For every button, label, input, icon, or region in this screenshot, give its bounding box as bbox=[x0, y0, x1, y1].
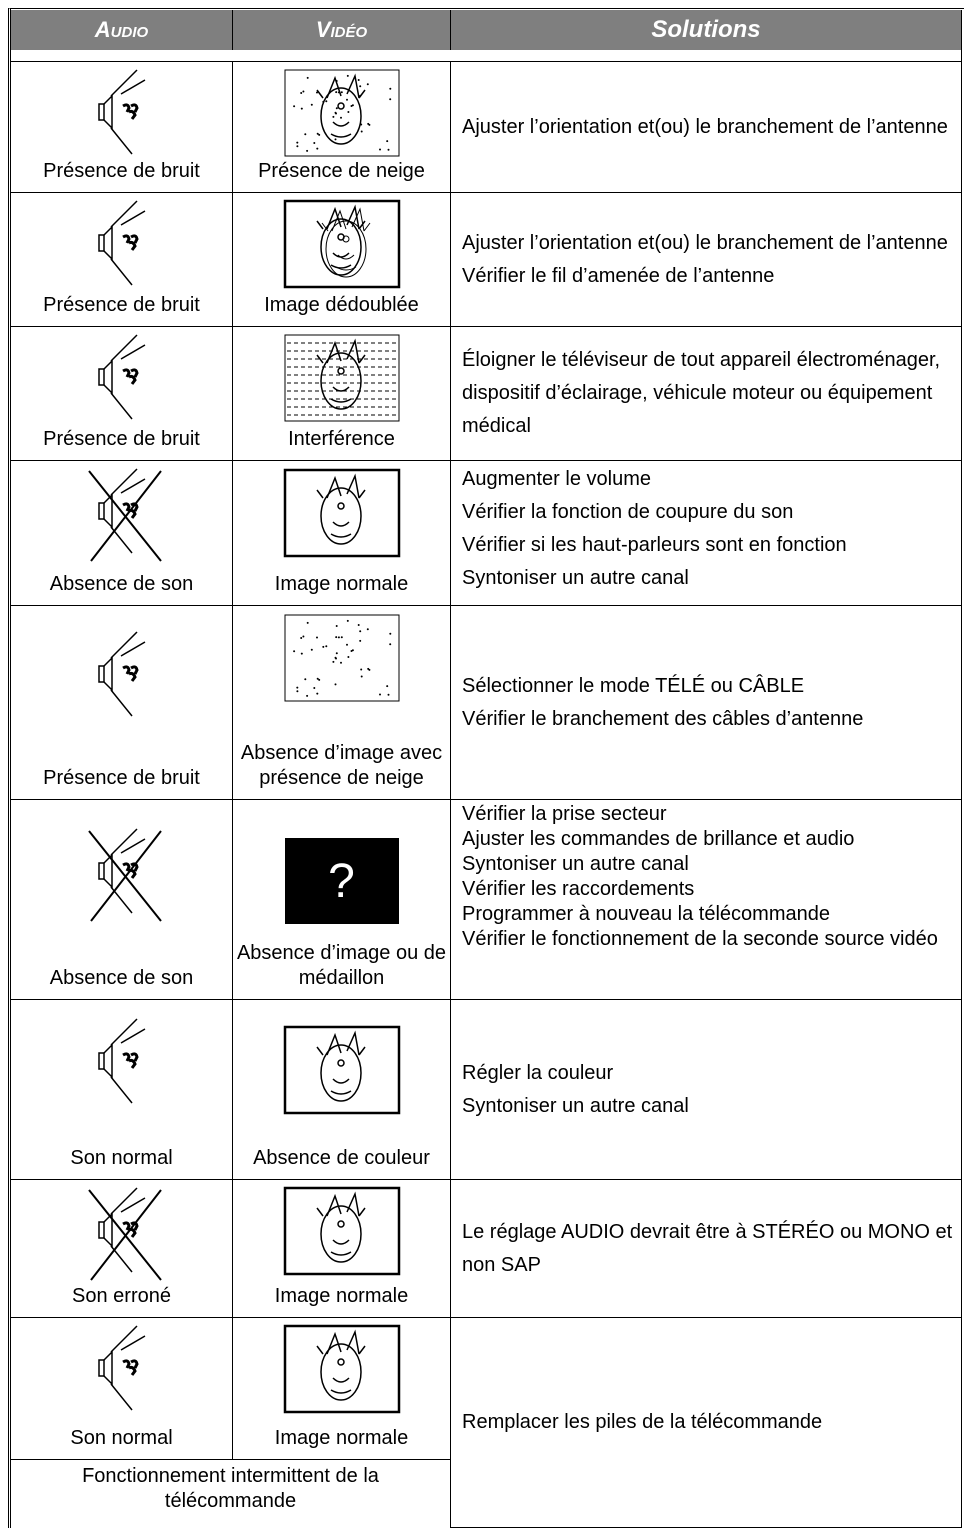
tv-icon bbox=[283, 333, 401, 428]
audio-cell: Son normal bbox=[11, 1000, 233, 1180]
audio-cell: Absence de son bbox=[11, 800, 233, 1000]
solution-text: Ajuster l’orientation et(ou) le branchem… bbox=[462, 115, 948, 138]
speaker-icon bbox=[77, 628, 167, 733]
audio-cell: Présence de bruit bbox=[11, 62, 233, 193]
audio-cell: Présence de bruit bbox=[11, 327, 233, 461]
solution-text: Augmenter le volume bbox=[462, 468, 651, 490]
video-cell: Absence de couleur bbox=[233, 1000, 451, 1180]
table-frame bbox=[8, 8, 964, 1528]
video-label: Absence d’image avec présence de neige bbox=[240, 742, 443, 789]
video-cell: Image normale bbox=[233, 1180, 451, 1318]
solution-text: Syntoniser un autre canal bbox=[462, 853, 689, 875]
speaker-icon bbox=[77, 1322, 167, 1427]
solution-text: Vérifier la prise secteur bbox=[462, 803, 667, 825]
video-cell: Image dédoublée bbox=[233, 193, 451, 327]
solutions-cell: Ajuster l’orientation et(ou) le branchem… bbox=[451, 193, 962, 327]
audio-label: Présence de bruit bbox=[43, 294, 200, 316]
solution-text: Vérifier le fonctionnement de la seconde… bbox=[462, 928, 938, 950]
audio-cell: Absence de son bbox=[11, 461, 233, 606]
video-label: Image normale bbox=[274, 1285, 409, 1307]
audio-label: Son normal bbox=[70, 1427, 173, 1449]
audio-label: Son normal bbox=[70, 1147, 173, 1169]
solution-text: Le réglage AUDIO devrait être à STÉRÉO o… bbox=[462, 1220, 953, 1276]
solutions-cell: Éloigner le téléviseur de tout appareil … bbox=[451, 327, 962, 461]
solution-text: Syntoniser un autre canal bbox=[462, 567, 689, 589]
tv-icon bbox=[283, 468, 401, 563]
tv-icon bbox=[283, 68, 401, 163]
solutions-cell: Sélectionner le mode TÉLÉ ou CÂBLE Vérifi… bbox=[451, 606, 962, 800]
video-label: Présence de neige bbox=[258, 160, 425, 182]
solution-text: Vérifier la fonction de coupure du son bbox=[462, 501, 794, 523]
audio-label: Présence de bruit bbox=[43, 160, 200, 182]
speaker-icon bbox=[77, 465, 167, 570]
audio-cell: Son erroné bbox=[11, 1180, 233, 1318]
footnote: Fonctionnement intermittent de la téléco… bbox=[11, 1460, 451, 1528]
solution-text: Syntoniser un autre canal bbox=[462, 1094, 689, 1117]
video-cell: Image normale bbox=[233, 461, 451, 606]
audio-label: Présence de bruit bbox=[43, 428, 200, 450]
header-video: Vidéo bbox=[233, 10, 451, 50]
speaker-icon bbox=[77, 66, 167, 171]
video-label: Absence de couleur bbox=[253, 1147, 430, 1169]
speaker-icon bbox=[77, 331, 167, 436]
video-label: Absence d’image ou de médaillon bbox=[236, 942, 447, 989]
solutions-cell: Régler la couleur Syntoniser un autre can… bbox=[451, 1000, 962, 1180]
solution-text: Vérifier les raccordements bbox=[462, 878, 695, 900]
header-audio: Audio bbox=[11, 10, 233, 50]
solution-text: Vérifier le branchement des câbles d’ant… bbox=[462, 707, 864, 730]
speaker-icon bbox=[77, 825, 167, 930]
audio-label: Absence de son bbox=[49, 967, 194, 989]
video-label: Interférence bbox=[288, 428, 395, 450]
tv-icon bbox=[283, 1324, 401, 1419]
solutions-cell: Le réglage AUDIO devrait être à STÉRÉO o… bbox=[451, 1180, 962, 1318]
audio-label: Son erroné bbox=[72, 1285, 171, 1307]
tv-icon bbox=[283, 199, 401, 294]
tv-icon bbox=[283, 1025, 401, 1120]
solutions-cell: Remplacer les piles de la télécommande bbox=[451, 1318, 962, 1528]
solution-text: Ajuster l’orientation et(ou) le branchem… bbox=[462, 231, 948, 254]
video-cell: Absence d’image avec présence de neige bbox=[233, 606, 451, 800]
video-cell: Interférence bbox=[233, 327, 451, 461]
header-solutions: Solutions bbox=[451, 10, 962, 50]
solution-text: Programmer à nouveau la télécommande bbox=[462, 903, 830, 925]
solution-text: Sélectionner le mode TÉLÉ ou CÂBLE bbox=[462, 674, 805, 697]
audio-cell: Présence de bruit bbox=[11, 193, 233, 327]
audio-cell: Présence de bruit bbox=[11, 606, 233, 800]
speaker-icon bbox=[77, 1015, 167, 1120]
video-symbol: ? bbox=[284, 838, 399, 924]
video-label: Image normale bbox=[274, 573, 409, 595]
audio-label: Présence de bruit bbox=[43, 767, 200, 789]
solution-text: Éloigner le téléviseur de tout appareil … bbox=[462, 349, 941, 437]
video-cell: Présence de neige bbox=[233, 62, 451, 193]
header-gap bbox=[11, 50, 962, 62]
video-cell: ? Absence d’image ou de médaillon bbox=[233, 800, 451, 1000]
solution-text: Vérifier le fil d’amenée de l’antenne bbox=[462, 264, 775, 287]
speaker-icon bbox=[77, 1184, 167, 1289]
audio-label: Absence de son bbox=[49, 573, 194, 595]
solutions-cell: Vérifier la prise secteur Ajuster les com… bbox=[451, 800, 962, 1000]
solutions-cell: Augmenter le volume Vérifier la fonction … bbox=[451, 461, 962, 606]
video-label: Image normale bbox=[274, 1427, 409, 1449]
video-label: Image dédoublée bbox=[264, 294, 419, 316]
solution-text: Vérifier si les haut-parleurs sont en fo… bbox=[462, 534, 847, 556]
solutions-cell: Ajuster l’orientation et(ou) le branchem… bbox=[451, 62, 962, 193]
tv-icon bbox=[283, 613, 401, 708]
solution-text: Régler la couleur bbox=[462, 1061, 614, 1084]
speaker-icon bbox=[77, 197, 167, 302]
audio-cell: Son normal bbox=[11, 1318, 233, 1460]
video-cell: Image normale bbox=[233, 1318, 451, 1460]
solution-text: Ajuster les commandes de brillance et au… bbox=[462, 828, 855, 850]
tv-icon bbox=[283, 1186, 401, 1281]
solution-text: Remplacer les piles de la télécommande bbox=[462, 1411, 823, 1433]
